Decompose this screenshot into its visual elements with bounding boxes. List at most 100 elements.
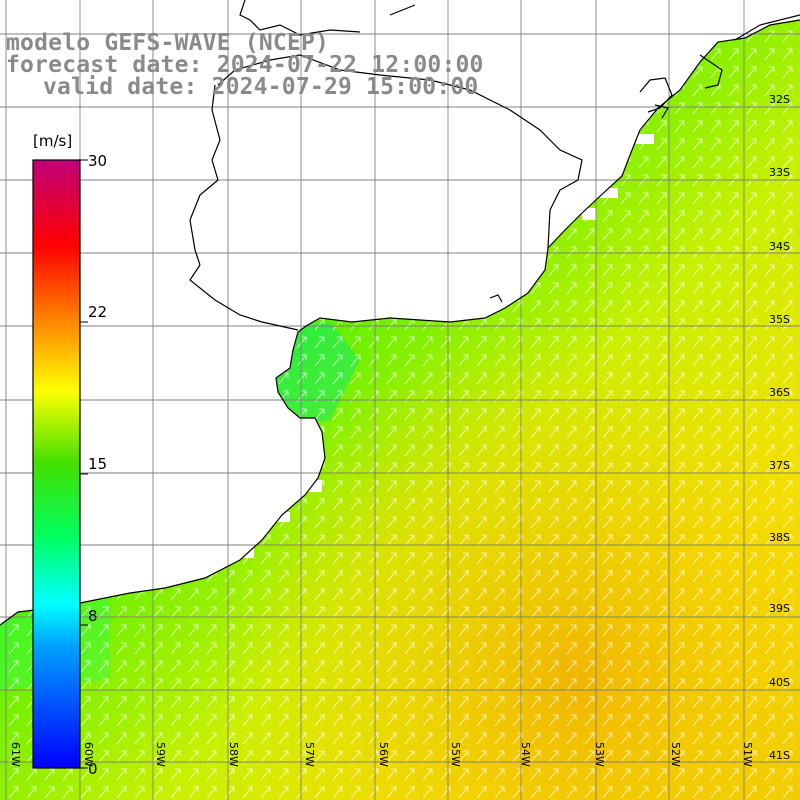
direction-arrow: [710, 138, 721, 151]
direction-arrow: [278, 606, 289, 619]
direction-arrow: [692, 714, 703, 727]
direction-arrow: [782, 84, 793, 97]
direction-arrow: [782, 534, 793, 547]
direction-arrow: [584, 228, 595, 241]
direction-arrow: [656, 444, 667, 457]
colorbar-unit: [m/s]: [33, 132, 73, 150]
direction-arrow: [728, 444, 739, 457]
direction-arrow: [422, 408, 433, 421]
direction-arrow: [620, 228, 631, 241]
direction-arrow: [638, 786, 649, 799]
direction-arrow: [242, 642, 253, 655]
direction-arrow: [332, 372, 343, 385]
direction-arrow: [746, 606, 757, 619]
direction-arrow: [116, 714, 127, 727]
direction-arrow: [728, 120, 739, 133]
direction-arrow: [620, 660, 631, 673]
direction-arrow: [278, 660, 289, 673]
direction-arrow: [620, 588, 631, 601]
direction-arrow: [476, 714, 487, 727]
lon-label: 52W: [669, 742, 682, 767]
direction-arrow: [134, 660, 145, 673]
direction-arrow: [440, 786, 451, 799]
direction-arrow: [548, 786, 559, 799]
direction-arrow: [584, 534, 595, 547]
direction-arrow: [710, 372, 721, 385]
direction-arrow: [386, 750, 397, 763]
direction-arrow: [422, 426, 433, 439]
direction-arrow: [404, 660, 415, 673]
direction-arrow: [494, 444, 505, 457]
direction-arrow: [602, 570, 613, 583]
direction-arrow: [170, 768, 181, 781]
direction-arrow: [332, 660, 343, 673]
direction-arrow: [404, 480, 415, 493]
direction-arrow: [728, 570, 739, 583]
direction-arrow: [764, 660, 775, 673]
direction-arrow: [566, 624, 577, 637]
direction-arrow: [566, 768, 577, 781]
direction-arrow: [692, 372, 703, 385]
direction-arrow: [746, 714, 757, 727]
direction-arrow: [134, 768, 145, 781]
direction-arrow: [566, 750, 577, 763]
direction-arrow: [674, 354, 685, 367]
direction-arrow: [746, 120, 757, 133]
direction-arrow: [710, 642, 721, 655]
direction-arrow: [188, 660, 199, 673]
direction-arrow: [152, 714, 163, 727]
direction-arrow: [80, 678, 91, 691]
direction-arrow: [746, 588, 757, 601]
direction-arrow: [620, 552, 631, 565]
direction-arrow: [746, 372, 757, 385]
direction-arrow: [692, 462, 703, 475]
direction-arrow: [170, 660, 181, 673]
direction-arrow: [512, 408, 523, 421]
direction-arrow: [746, 174, 757, 187]
direction-arrow: [728, 642, 739, 655]
direction-arrow: [710, 120, 721, 133]
direction-arrow: [134, 624, 145, 637]
direction-arrow: [674, 750, 685, 763]
direction-arrow: [728, 138, 739, 151]
direction-arrow: [782, 516, 793, 529]
lon-label: 57W: [303, 742, 316, 767]
direction-arrow: [476, 552, 487, 565]
direction-arrow: [584, 768, 595, 781]
direction-arrow: [764, 444, 775, 457]
direction-arrow: [638, 516, 649, 529]
direction-arrow: [548, 570, 559, 583]
direction-arrow: [134, 714, 145, 727]
direction-arrow: [602, 318, 613, 331]
direction-arrow: [584, 498, 595, 511]
direction-arrow: [476, 318, 487, 331]
direction-arrow: [260, 696, 271, 709]
direction-arrow: [98, 660, 109, 673]
direction-arrow: [494, 462, 505, 475]
direction-arrow: [782, 750, 793, 763]
direction-arrow: [638, 174, 649, 187]
direction-arrow: [692, 408, 703, 421]
direction-arrow: [494, 588, 505, 601]
direction-arrow: [584, 624, 595, 637]
direction-arrow: [386, 498, 397, 511]
direction-arrow: [728, 480, 739, 493]
direction-arrow: [314, 678, 325, 691]
direction-arrow: [350, 660, 361, 673]
direction-arrow: [710, 246, 721, 259]
direction-arrow: [314, 534, 325, 547]
direction-arrow: [278, 750, 289, 763]
direction-arrow: [746, 102, 757, 115]
direction-arrow: [278, 588, 289, 601]
direction-arrow: [206, 786, 217, 799]
direction-arrow: [674, 642, 685, 655]
direction-arrow: [674, 534, 685, 547]
direction-arrow: [764, 102, 775, 115]
direction-arrow: [602, 372, 613, 385]
direction-arrow: [98, 732, 109, 745]
direction-arrow: [494, 570, 505, 583]
direction-arrow: [278, 552, 289, 565]
direction-arrow: [296, 714, 307, 727]
direction-arrow: [404, 750, 415, 763]
